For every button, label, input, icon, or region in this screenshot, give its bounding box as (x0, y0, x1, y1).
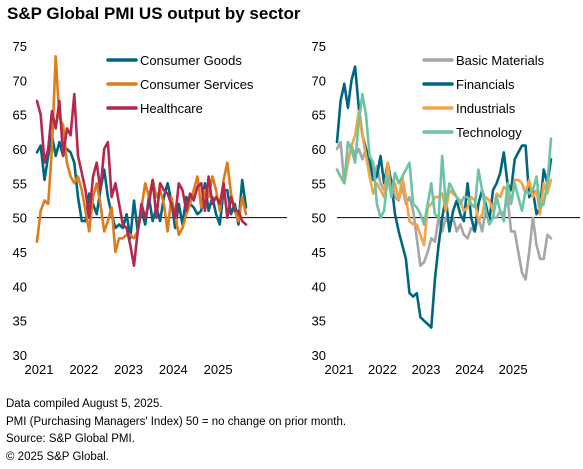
y-tick-label: 35 (13, 314, 27, 329)
series-line-healthcare (35, 92, 248, 268)
y-tick-label: 45 (312, 245, 326, 260)
note-copyright: © 2025 S&P Global. (6, 450, 109, 463)
y-tick-label: 30 (312, 348, 326, 363)
x-tick-label: 2021 (25, 362, 54, 377)
x-tick-label: 2025 (499, 362, 528, 377)
y-tick-label: 40 (312, 279, 326, 294)
y-tick-label: 70 (312, 73, 326, 88)
x-tick-label: 2025 (204, 362, 233, 377)
x-tick-label: 2024 (159, 362, 188, 377)
y-tick-label: 70 (13, 73, 27, 88)
legend-entry: Technology (456, 125, 522, 140)
note-compiled: Data compiled August 5, 2025. (6, 398, 163, 410)
panel-right: 30 35 40 45 50 55 60 65 70 75 2021 2022 2023 2024 2025… (312, 39, 580, 377)
x-tick-label: 2022 (69, 362, 98, 377)
series-line-technology (335, 92, 553, 226)
x-tick-label: 2022 (368, 362, 397, 377)
y-tick-label: 35 (312, 314, 326, 329)
y-tick-label: 50 (13, 211, 27, 226)
footnotes: Data compiled August 5, 2025. PMI (Purch… (6, 396, 346, 466)
y-tick-label: 40 (13, 279, 27, 294)
legend-entry: Basic Materials (456, 53, 545, 68)
legend-entry: Healthcare (140, 101, 203, 116)
y-tick-label: 55 (312, 176, 326, 191)
y-tick-label: 50 (312, 211, 326, 226)
x-tick-label: 2023 (114, 362, 143, 377)
chart-area: 30 35 40 45 50 55 60 65 70 75 2021 2022 2023 2024 2025… (13, 39, 580, 377)
legend-entry: Consumer Services (140, 77, 254, 92)
note-pmi-definition: PMI (Purchasing Managers' Index) 50 = no… (6, 415, 347, 428)
y-tick-label: 30 (13, 348, 27, 363)
legend-entry: Financials (456, 77, 515, 92)
legend-entry: Industrials (456, 101, 516, 116)
x-tick-label: 2024 (455, 362, 484, 377)
y-tick-label: 65 (13, 108, 27, 123)
panel-left: 30 35 40 45 50 55 60 65 70 75 2021 2022 2023 2024 2025… (13, 39, 287, 377)
x-tick-label: 2023 (412, 362, 441, 377)
chart-title: S&P Global PMI US output by sector (7, 4, 301, 23)
x-tick-label: 2021 (325, 362, 354, 377)
y-tick-label: 55 (13, 176, 27, 191)
y-tick-label: 45 (13, 245, 27, 260)
y-tick-label: 60 (13, 142, 27, 157)
y-tick-label: 75 (13, 39, 27, 54)
legend-entry: Consumer Goods (140, 53, 242, 68)
series-line-industrials (335, 109, 553, 247)
y-tick-label: 65 (312, 108, 326, 123)
y-tick-label: 60 (312, 142, 326, 157)
y-tick-label: 75 (312, 39, 326, 54)
note-source: Source: S&P Global PMI. (6, 433, 135, 445)
